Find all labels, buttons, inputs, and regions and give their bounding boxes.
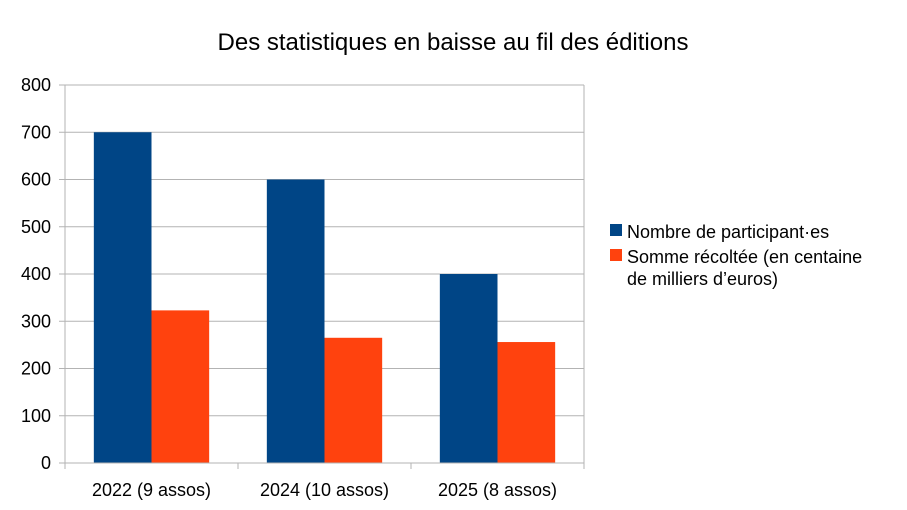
legend: Nombre de participant·es Somme récoltée (… (610, 222, 862, 289)
bar-participants-2 (439, 274, 498, 463)
legend-label: Somme récoltée (en centaine (627, 247, 862, 267)
legend-swatch-0 (610, 224, 622, 236)
y-tick-label: 300 (21, 311, 51, 331)
y-tick-label: 700 (21, 122, 51, 142)
bar-somme-1 (324, 337, 383, 463)
y-tick-label: 400 (21, 264, 51, 284)
chart-title: Des statistiques en baisse au fil des éd… (218, 29, 689, 56)
bar-somme-2 (497, 342, 556, 463)
x-tick-label: 2022 (9 assos) (92, 480, 211, 500)
y-tick-labels: 0 100 200 300 400 500 600 700 800 (21, 75, 51, 473)
legend-label: de milliers d’euros) (627, 269, 778, 289)
y-tick-label: 500 (21, 217, 51, 237)
y-tick-label: 100 (21, 406, 51, 426)
y-tick-label: 600 (21, 170, 51, 190)
legend-label: Nombre de participant·es (627, 222, 829, 242)
x-tick-label: 2024 (10 assos) (260, 480, 389, 500)
y-tick-label: 200 (21, 359, 51, 379)
x-tick-label: 2025 (8 assos) (438, 480, 557, 500)
axes (59, 84, 585, 469)
legend-swatch-1 (610, 249, 622, 261)
y-tick-label: 0 (41, 453, 51, 473)
bar-participants-1 (266, 179, 325, 463)
bar-participants-0 (93, 132, 152, 463)
x-tick-labels: 2022 (9 assos) 2024 (10 assos) 2025 (8 ass… (92, 480, 557, 500)
y-tick-label: 800 (21, 75, 51, 95)
bar-somme-0 (151, 310, 210, 463)
bars (93, 132, 556, 463)
